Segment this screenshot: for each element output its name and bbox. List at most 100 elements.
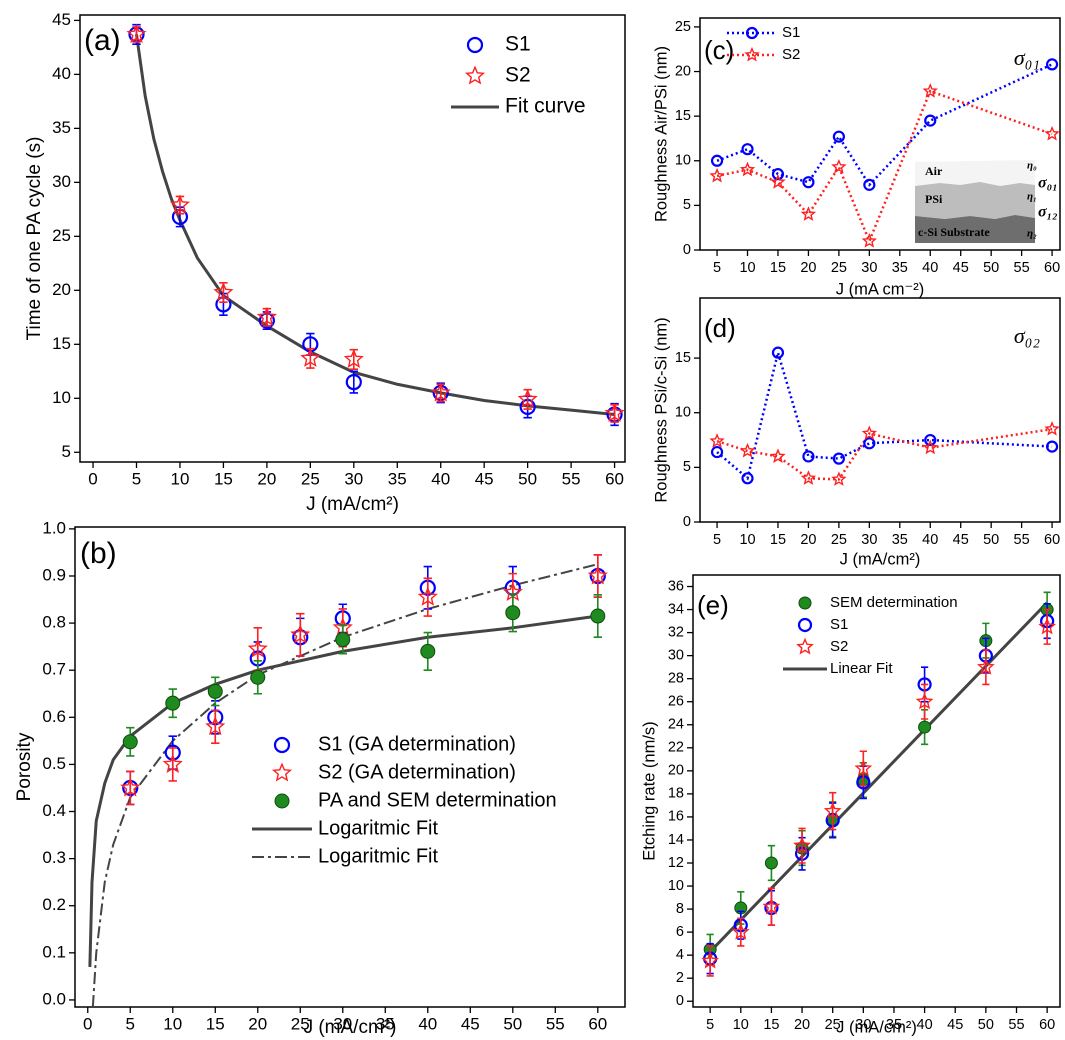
data-point [924, 433, 937, 447]
x-tick-label: 30 [861, 532, 877, 548]
y-tick-label: 10 [675, 405, 691, 421]
data-point [831, 158, 847, 174]
x-tick-label: 55 [562, 469, 581, 488]
y-tick-label: 40 [52, 64, 71, 83]
inset-label: η₁ [1027, 191, 1037, 203]
error-bar [423, 577, 432, 617]
x-axis-label: J (mA/cm²) [306, 494, 399, 515]
legend-marker [274, 793, 290, 809]
data-point [800, 206, 817, 221]
data-point [832, 452, 845, 465]
y-tick-label: 0.5 [42, 754, 66, 773]
data-point [802, 450, 815, 463]
data-point [417, 586, 438, 606]
data-point [731, 922, 750, 940]
inset-diagram [915, 160, 1035, 243]
legend-label: S1 (GA determination) [318, 733, 516, 755]
y-tick-label: 10 [52, 388, 71, 407]
y-tick-label: 5 [62, 442, 71, 461]
legend-marker [745, 26, 759, 40]
data-point [739, 442, 756, 458]
inset-label: η₀ [1027, 160, 1037, 172]
x-tick-label: 25 [291, 1014, 310, 1033]
error-bar [798, 827, 806, 864]
data-point [764, 856, 778, 870]
data-point [250, 669, 266, 685]
x-tick-label: 45 [475, 469, 494, 488]
data-point [122, 734, 138, 750]
data-point [863, 178, 876, 191]
y-tick-label: 32 [668, 624, 684, 640]
error-bar [767, 887, 776, 927]
data-point [205, 716, 226, 736]
y-axis-label: Roughness PSi/c-Si (nm) [652, 317, 670, 502]
y-tick-label: 22 [668, 740, 684, 756]
x-tick-label: 55 [546, 1014, 565, 1033]
inset-label: σ₀₁ [1038, 175, 1058, 192]
y-tick-label: 30 [668, 647, 684, 663]
legend-label: Logaritmic Fit [318, 845, 438, 867]
data-point [517, 388, 538, 408]
legend-marker [744, 46, 760, 62]
y-tick-label: 15 [675, 108, 691, 124]
annotation: σ₀₂ [1014, 323, 1040, 348]
y-tick-label: 34 [668, 601, 684, 617]
x-tick-label: 15 [763, 1017, 779, 1033]
y-tick-label: 5 [683, 197, 691, 213]
y-tick-label: 26 [668, 694, 684, 710]
plot-frame [79, 14, 626, 463]
data-point [505, 605, 521, 621]
legend-label: S2 [782, 46, 800, 63]
data-point [162, 753, 183, 773]
x-tick-label: 45 [953, 532, 969, 548]
data-point [771, 346, 785, 359]
x-tick-label: 55 [1014, 260, 1030, 276]
y-tick-label: 0.9 [42, 565, 66, 584]
x-tick-label: 25 [831, 532, 847, 548]
y-tick-label: 20 [675, 63, 691, 79]
data-point [831, 471, 847, 486]
data-point [709, 167, 725, 183]
x-tick-label: 10 [739, 532, 755, 548]
data-point [793, 836, 811, 854]
legend-label: Logaritmic Fit [318, 817, 438, 839]
x-tick-label: 55 [1008, 1017, 1024, 1033]
data-point [770, 174, 786, 189]
inset-psi [915, 182, 1035, 219]
data-point [213, 281, 234, 302]
y-tick-label: 10 [675, 153, 691, 169]
y-tick-label: 24 [668, 717, 684, 733]
data-point [1044, 421, 1060, 436]
x-tick-label: 50 [983, 532, 999, 548]
y-tick-label: 14 [668, 832, 684, 848]
x-tick-label: 5 [126, 1014, 135, 1033]
x-tick-label: 60 [1044, 532, 1060, 548]
inset-substrate [915, 215, 1035, 243]
y-tick-label: 0.1 [42, 942, 66, 961]
y-tick-label: 2 [676, 970, 684, 986]
data-point [1045, 440, 1059, 453]
panel-label: (d) [704, 313, 736, 343]
y-tick-label: 18 [668, 786, 684, 802]
error-bar [211, 709, 220, 745]
series-line [716, 63, 1053, 187]
x-tick-label: 40 [431, 469, 450, 488]
legend-label: S2 [830, 638, 848, 655]
x-tick-label: 50 [518, 469, 537, 488]
data-point [290, 624, 311, 644]
legend-label: PA and SEM determination [318, 789, 557, 811]
y-tick-label: 36 [668, 578, 684, 594]
data-point [922, 83, 938, 98]
y-tick-label: 20 [668, 763, 684, 779]
series-line [716, 427, 1053, 481]
legend-label: S2 (GA determination) [318, 761, 516, 783]
y-tick-label: 30 [52, 172, 71, 191]
y-tick-label: 0.2 [42, 895, 66, 914]
y-tick-label: 5 [683, 459, 691, 475]
data-point [1045, 58, 1059, 71]
x-tick-label: 10 [170, 469, 189, 488]
x-tick-label: 45 [953, 260, 969, 276]
inset-label: PSi [925, 192, 943, 206]
data-point [343, 348, 364, 368]
